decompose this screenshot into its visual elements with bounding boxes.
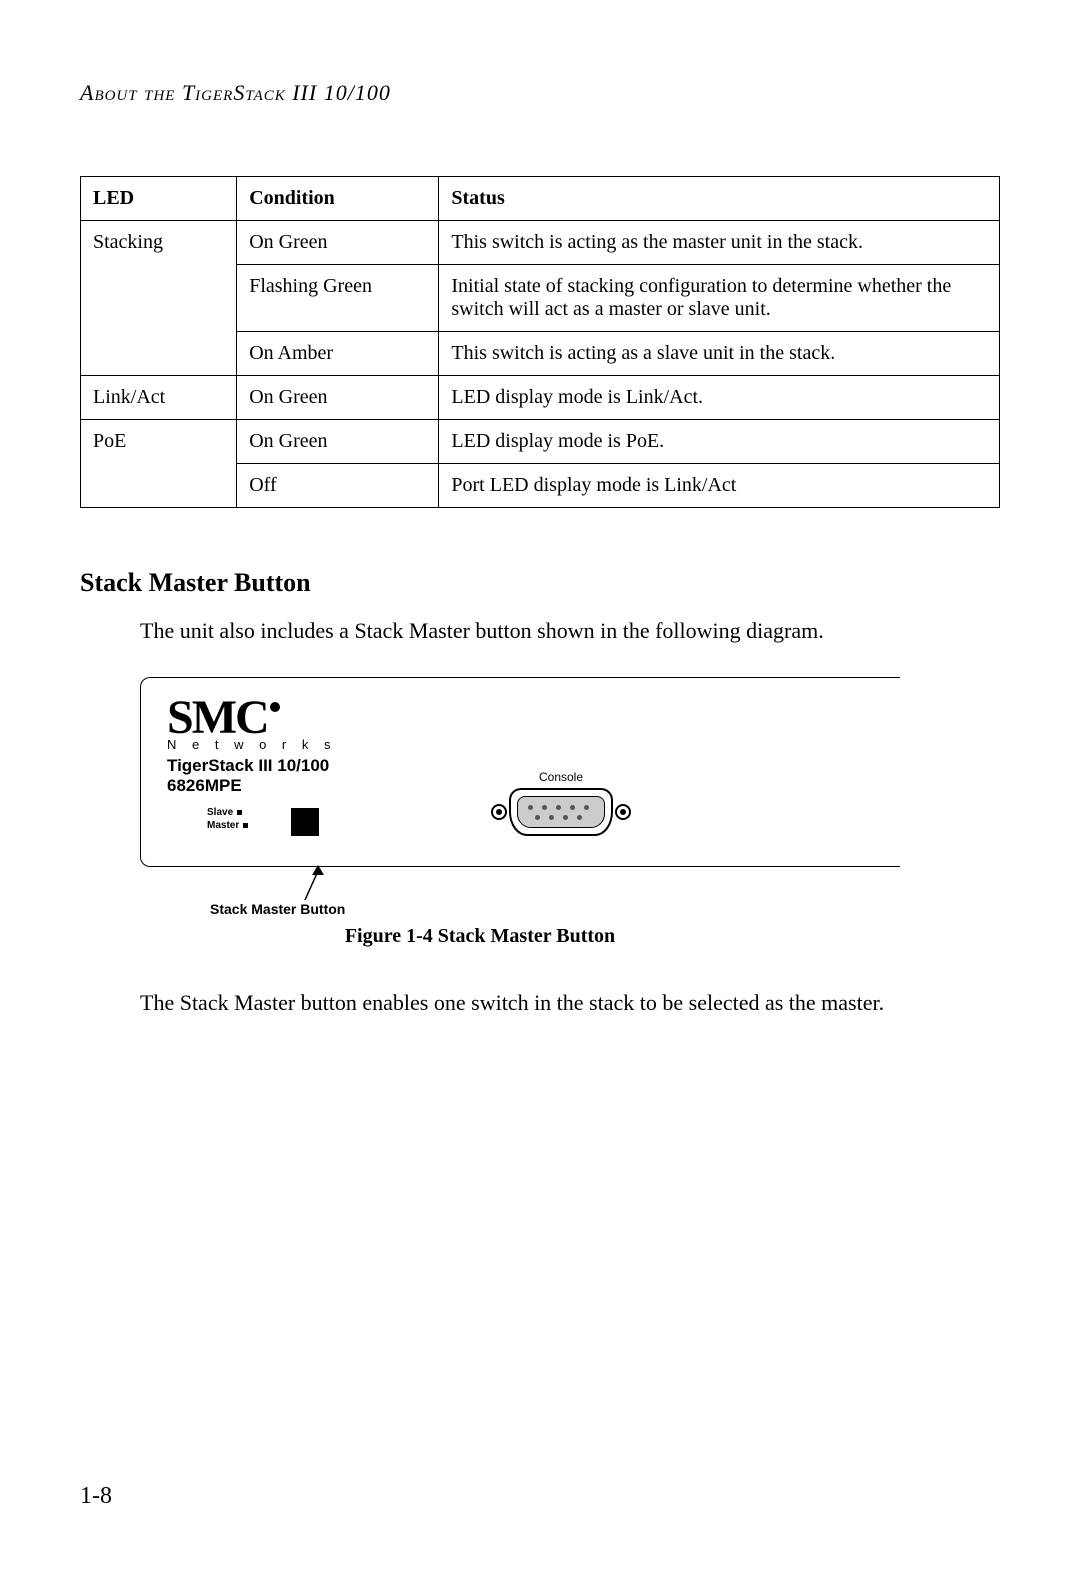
cell-condition: On Amber <box>237 332 439 376</box>
cell-led: Stacking <box>81 221 237 376</box>
cell-status: LED display mode is PoE. <box>439 420 1000 464</box>
cell-status: LED display mode is Link/Act. <box>439 376 1000 420</box>
model-number: 6826MPE <box>167 776 336 796</box>
cell-condition: Flashing Green <box>237 265 439 332</box>
stack-master-button[interactable] <box>291 808 319 836</box>
table-row: Stacking On Green This switch is acting … <box>81 221 1000 265</box>
table-row: PoE On Green LED display mode is PoE. <box>81 420 1000 464</box>
paragraph-intro: The unit also includes a Stack Master bu… <box>140 616 970 647</box>
th-status: Status <box>439 177 1000 221</box>
smc-logo: SMC <box>167 696 268 739</box>
master-led-icon <box>243 823 248 828</box>
page-header: About the TigerStack III 10/100 <box>80 80 1000 106</box>
table-header-row: LED Condition Status <box>81 177 1000 221</box>
cell-condition: On Green <box>237 420 439 464</box>
th-led: LED <box>81 177 237 221</box>
table-row: Link/Act On Green LED display mode is Li… <box>81 376 1000 420</box>
cell-status: Initial state of stacking configuration … <box>439 265 1000 332</box>
figure-caption: Figure 1-4 Stack Master Button <box>80 925 880 948</box>
logo-dot-icon <box>270 702 280 712</box>
annotation-arrow: Stack Master Button <box>250 871 1000 911</box>
cell-led: Link/Act <box>81 376 237 420</box>
slave-label: Slave <box>207 806 233 819</box>
page-number: 1-8 <box>80 1483 112 1510</box>
led-status-table: LED Condition Status Stacking On Green T… <box>80 176 1000 508</box>
cell-led: PoE <box>81 420 237 508</box>
figure-stack-master: SMC N e t w o r k s TigerStack III 10/10… <box>140 677 1000 948</box>
cell-condition: On Green <box>237 376 439 420</box>
cell-status: This switch is acting as a slave unit in… <box>439 332 1000 376</box>
section-heading: Stack Master Button <box>80 568 1000 598</box>
cell-condition: Off <box>237 464 439 508</box>
annotation-label: Stack Master Button <box>210 901 345 917</box>
cell-status: Port LED display mode is Link/Act <box>439 464 1000 508</box>
slave-led-icon <box>237 810 242 815</box>
device-panel: SMC N e t w o r k s TigerStack III 10/10… <box>140 677 900 867</box>
master-label: Master <box>207 819 239 832</box>
console-port-group: Console <box>491 770 631 836</box>
console-port-icon <box>491 788 631 836</box>
product-name: TigerStack III 10/100 <box>167 756 336 776</box>
cell-condition: On Green <box>237 221 439 265</box>
th-condition: Condition <box>237 177 439 221</box>
arrow-icon <box>300 865 330 905</box>
paragraph-description: The Stack Master button enables one swit… <box>140 988 970 1019</box>
console-label: Console <box>491 770 631 784</box>
cell-status: This switch is acting as the master unit… <box>439 221 1000 265</box>
